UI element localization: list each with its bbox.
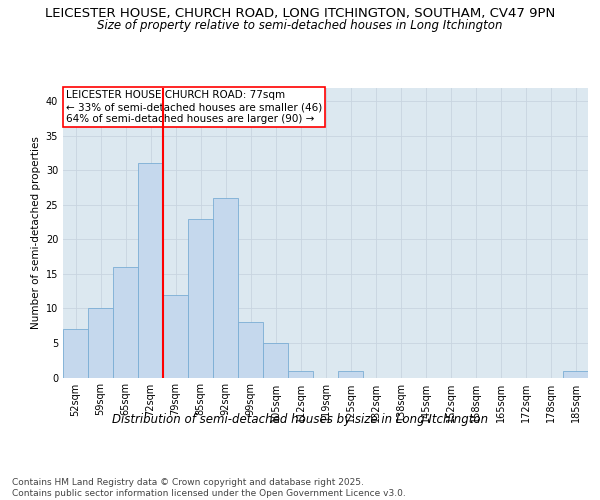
Text: Contains HM Land Registry data © Crown copyright and database right 2025.
Contai: Contains HM Land Registry data © Crown c… <box>12 478 406 498</box>
Text: LEICESTER HOUSE CHURCH ROAD: 77sqm
← 33% of semi-detached houses are smaller (46: LEICESTER HOUSE CHURCH ROAD: 77sqm ← 33%… <box>65 90 322 124</box>
Bar <box>263 343 288 378</box>
Bar <box>113 267 138 378</box>
Text: Size of property relative to semi-detached houses in Long Itchington: Size of property relative to semi-detach… <box>97 18 503 32</box>
Bar <box>563 370 588 378</box>
Y-axis label: Number of semi-detached properties: Number of semi-detached properties <box>31 136 41 329</box>
Bar <box>188 218 213 378</box>
Text: Distribution of semi-detached houses by size in Long Itchington: Distribution of semi-detached houses by … <box>112 412 488 426</box>
Bar <box>163 294 188 378</box>
Bar <box>63 329 88 378</box>
Bar <box>338 370 363 378</box>
Text: LEICESTER HOUSE, CHURCH ROAD, LONG ITCHINGTON, SOUTHAM, CV47 9PN: LEICESTER HOUSE, CHURCH ROAD, LONG ITCHI… <box>45 8 555 20</box>
Bar <box>213 198 238 378</box>
Bar <box>238 322 263 378</box>
Bar <box>288 370 313 378</box>
Bar <box>138 164 163 378</box>
Bar <box>88 308 113 378</box>
